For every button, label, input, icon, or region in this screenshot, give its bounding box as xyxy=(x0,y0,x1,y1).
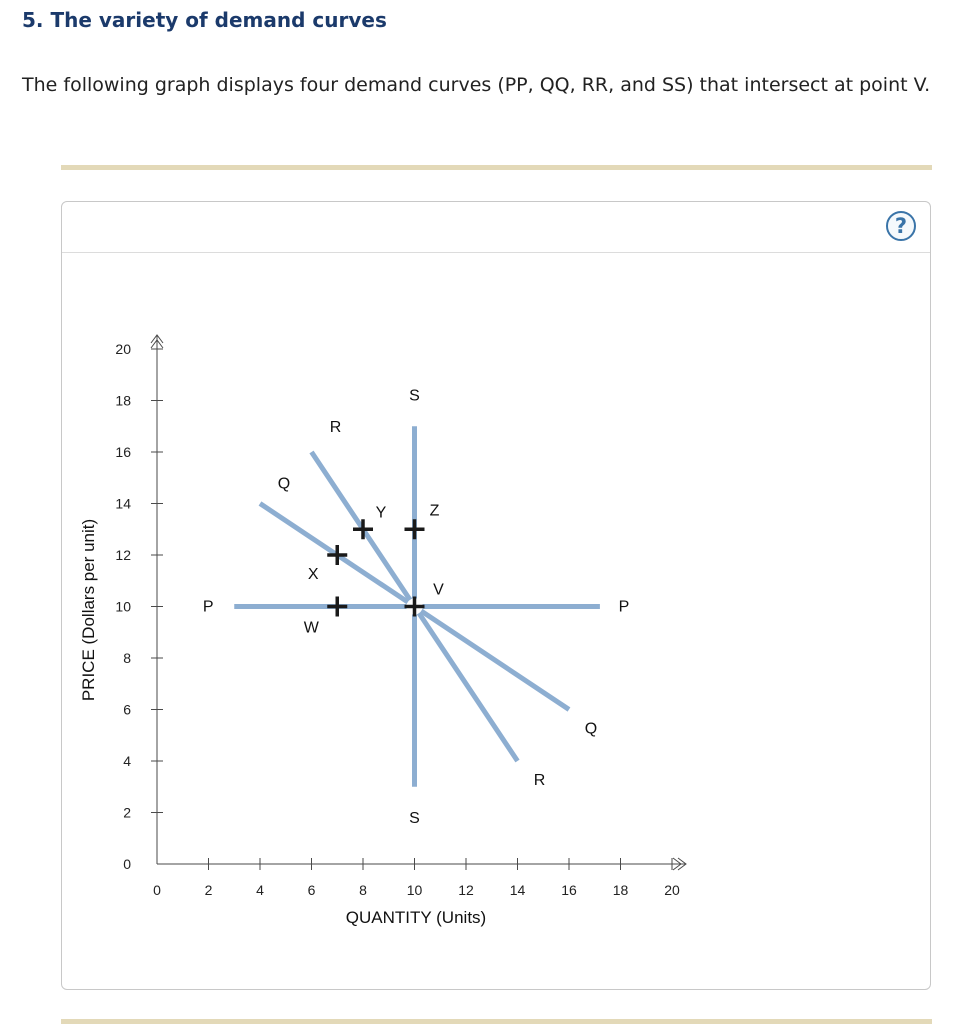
y-tick-label: 0 xyxy=(123,856,131,872)
x-tick-label: 6 xyxy=(308,882,316,898)
y-axis-title: PRICE (Dollars per unit) xyxy=(79,519,98,701)
y-tick-label: 16 xyxy=(115,444,131,460)
y-tick-label: 18 xyxy=(115,393,131,409)
x-tick-label: 18 xyxy=(613,882,629,898)
point-label-x: X xyxy=(308,566,319,583)
curve-rr-segment xyxy=(309,450,413,602)
curve-label-pp: P xyxy=(203,599,214,616)
y-tick-label: 20 xyxy=(115,341,131,357)
help-button[interactable]: ? xyxy=(886,211,916,241)
x-tick-label: 8 xyxy=(359,882,367,898)
graph-panel: ? xyxy=(61,201,931,990)
question-title: 5. The variety of demand curves xyxy=(22,8,387,32)
curve-label-rr: R xyxy=(534,772,546,789)
y-axis-arrow xyxy=(150,334,164,349)
x-tick-label: 14 xyxy=(510,882,526,898)
curve-rr-segment xyxy=(416,611,520,763)
panel-header-divider xyxy=(62,252,930,253)
question-text: The following graph displays four demand… xyxy=(22,74,931,96)
curve-label-qq: Q xyxy=(278,476,290,493)
x-axis-title: QUANTITY (Units) xyxy=(346,908,486,927)
point-label-v: V xyxy=(433,582,444,599)
bottom-divider xyxy=(61,1019,932,1024)
x-tick-label: 4 xyxy=(256,882,264,898)
x-tick-label: 2 xyxy=(205,882,213,898)
x-tick-label: 16 xyxy=(561,882,577,898)
y-tick-label: 14 xyxy=(115,496,131,512)
x-axis-arrow xyxy=(672,857,687,871)
x-tick-label: 0 xyxy=(153,882,161,898)
curve-label-ss: S xyxy=(409,387,420,404)
y-tick-label: 12 xyxy=(115,547,131,563)
curve-qq-segment xyxy=(258,501,410,605)
curve-label-qq: Q xyxy=(585,721,597,738)
y-tick-label: 4 xyxy=(123,753,131,769)
curve-qq-segment xyxy=(419,608,571,712)
curve-label-ss: S xyxy=(409,810,420,827)
curve-label-rr: R xyxy=(330,419,342,436)
x-tick-label: 12 xyxy=(458,882,474,898)
point-label-w: W xyxy=(304,620,320,637)
point-label-z: Z xyxy=(430,502,440,519)
point-label-y: Y xyxy=(376,504,387,521)
point-marker-v xyxy=(404,596,425,617)
curve-label-pp: P xyxy=(619,599,630,616)
y-tick-label: 8 xyxy=(123,650,131,666)
point-marker-w xyxy=(327,596,348,617)
x-tick-label: 20 xyxy=(664,882,680,898)
point-marker-z xyxy=(404,519,425,540)
point-marker-x xyxy=(327,545,348,565)
top-divider xyxy=(61,165,932,170)
x-tick-label: 10 xyxy=(407,882,423,898)
y-tick-label: 10 xyxy=(115,599,131,615)
y-tick-label: 2 xyxy=(123,805,131,821)
point-marker-y xyxy=(353,519,373,540)
y-tick-label: 6 xyxy=(123,702,131,718)
